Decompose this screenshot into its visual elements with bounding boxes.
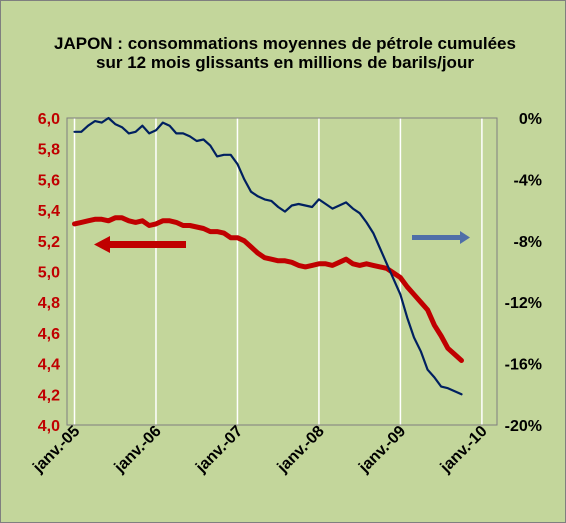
left-tick-label: 5,6 <box>38 172 60 189</box>
right-tick-label: 0% <box>519 111 542 128</box>
legend-arrow-left-icon <box>94 236 186 253</box>
series-line-left-axis <box>72 215 464 363</box>
left-tick-label: 5,0 <box>38 265 60 282</box>
right-tick-label: -8% <box>514 234 542 251</box>
left-tick-label: 4,4 <box>38 357 60 374</box>
x-tick-label: janv.-06 <box>111 423 165 477</box>
series-line-right-axis <box>73 116 463 396</box>
x-tick-label: janv.-07 <box>192 423 246 477</box>
left-tick-label: 5,8 <box>38 142 60 159</box>
left-tick-label: 4,8 <box>38 295 60 312</box>
right-tick-label: -4% <box>514 172 542 189</box>
x-axis-ticks: janv.-05 janv.-06 janv.-07 janv.-08 janv.-09… <box>29 423 490 477</box>
x-tick-label: janv.-10 <box>437 423 491 477</box>
series-layer <box>72 116 464 396</box>
left-tick-label: 4,2 <box>38 387 60 404</box>
x-tick-label: janv.-08 <box>274 423 328 477</box>
left-tick-label: 4,6 <box>38 326 60 343</box>
left-tick-label: 5,2 <box>38 234 60 251</box>
right-tick-label: -12% <box>505 295 542 312</box>
left-axis-ticks: 6,0 5,8 5,6 5,4 5,2 5,0 4,8 4,6 4,4 4,2 4,0 <box>38 111 60 435</box>
chart-title: JAPON : consommations moyennes de pétrol… <box>54 34 516 72</box>
legend-arrow-right-icon <box>412 231 470 244</box>
right-tick-label: -16% <box>505 357 542 374</box>
x-tick-label: janv.-09 <box>355 423 409 477</box>
left-tick-label: 5,4 <box>38 203 60 220</box>
plot-area <box>66 117 498 426</box>
right-tick-label: -20% <box>505 418 542 435</box>
right-axis-ticks: 0% -4% -8% -12% -16% -20% <box>505 111 542 435</box>
left-tick-label: 4,0 <box>38 418 60 435</box>
legend-arrows <box>94 231 470 253</box>
gridlines <box>73 118 483 425</box>
left-tick-label: 6,0 <box>38 111 60 128</box>
